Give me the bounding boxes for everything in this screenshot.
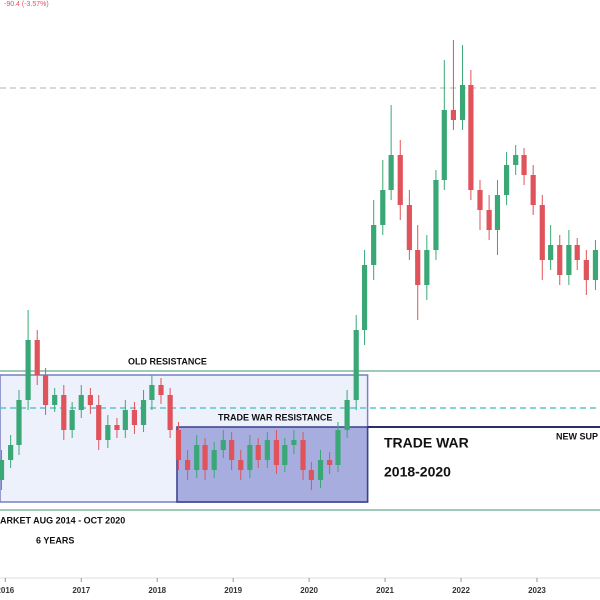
candle-body bbox=[450, 110, 457, 120]
annotation: 6 YEARS bbox=[36, 535, 74, 545]
x-tick-label: 2019 bbox=[224, 586, 242, 595]
candle-body bbox=[530, 175, 536, 205]
candle-body bbox=[25, 340, 31, 400]
candle-body bbox=[202, 445, 208, 470]
candle-body bbox=[361, 265, 368, 330]
candle-body bbox=[486, 210, 492, 230]
candle-body bbox=[52, 395, 58, 405]
candle-body bbox=[61, 395, 67, 430]
candle-body bbox=[238, 460, 244, 470]
candle-body bbox=[592, 250, 599, 280]
candle-body bbox=[229, 440, 235, 460]
candle-body bbox=[8, 445, 14, 460]
candle-body bbox=[175, 430, 182, 460]
header: -90.4 (-3.57%) bbox=[4, 1, 49, 8]
annotation: OLD RESISTANCE bbox=[128, 356, 207, 366]
candle-body bbox=[513, 155, 519, 165]
candle-body bbox=[211, 450, 217, 470]
candle-body bbox=[131, 410, 138, 425]
x-tick-label: 2021 bbox=[376, 586, 394, 595]
candle-body bbox=[539, 205, 545, 260]
candle-body bbox=[42, 375, 49, 405]
zones bbox=[0, 374, 369, 503]
candle-body bbox=[149, 385, 155, 400]
candle-body bbox=[503, 165, 510, 195]
annotation: 2018-2020 bbox=[384, 464, 451, 480]
candle-body bbox=[371, 225, 377, 265]
candle-body bbox=[557, 245, 563, 275]
candle-body bbox=[0, 460, 5, 480]
annotation: TRADE WAR RESISTANCE bbox=[218, 412, 332, 422]
candle-body bbox=[273, 440, 280, 465]
candle-body bbox=[78, 395, 84, 410]
candle-body bbox=[424, 250, 430, 285]
candle-body bbox=[459, 85, 466, 120]
candle-body bbox=[122, 410, 128, 430]
candle-body bbox=[494, 195, 501, 230]
candle-body bbox=[433, 180, 439, 250]
candle-body bbox=[317, 460, 324, 480]
candle-body bbox=[468, 85, 474, 190]
x-tick-label: 2018 bbox=[148, 586, 166, 595]
x-tick-label: 2020 bbox=[300, 586, 318, 595]
x-tick-label: 2023 bbox=[528, 586, 546, 595]
candle-body bbox=[140, 400, 147, 425]
levels bbox=[0, 87, 600, 511]
candle-body bbox=[220, 440, 226, 450]
x-tick-label: 2022 bbox=[452, 586, 470, 595]
candle-body bbox=[344, 400, 350, 430]
candle-body bbox=[406, 205, 412, 250]
x-tick-label: 2017 bbox=[72, 586, 90, 595]
annotation: ARKET AUG 2014 - OCT 2020 bbox=[0, 515, 125, 525]
x-tick-label: 2016 bbox=[0, 586, 15, 595]
candle-body bbox=[247, 445, 253, 470]
candle-body bbox=[521, 155, 527, 175]
candle-body bbox=[388, 155, 394, 190]
candle-body bbox=[16, 400, 22, 445]
candle-body bbox=[282, 445, 288, 465]
candle-body bbox=[69, 410, 75, 430]
candle-body bbox=[291, 440, 297, 445]
candle-body bbox=[548, 245, 554, 260]
annotation: NEW SUP bbox=[556, 431, 598, 441]
candle-body bbox=[194, 445, 200, 470]
candle-body bbox=[114, 425, 120, 430]
candle-body bbox=[308, 470, 314, 480]
candle-body bbox=[158, 385, 164, 395]
candle-body bbox=[264, 440, 270, 460]
annotation: TRADE WAR bbox=[384, 435, 469, 451]
candle-body bbox=[96, 405, 102, 440]
candle-body bbox=[566, 245, 572, 275]
candle-body bbox=[105, 425, 111, 440]
candle-body bbox=[441, 110, 447, 180]
candle-body bbox=[87, 395, 93, 405]
candle-body bbox=[335, 430, 341, 465]
candle-body bbox=[327, 460, 333, 465]
candle-body bbox=[184, 460, 191, 470]
candle-body bbox=[574, 245, 580, 260]
candles bbox=[0, 40, 599, 490]
candle-body bbox=[255, 445, 261, 460]
candle-body bbox=[353, 330, 359, 400]
candle-body bbox=[380, 190, 386, 225]
candle-body bbox=[300, 440, 306, 470]
candle-body bbox=[477, 190, 483, 210]
candle-body bbox=[583, 260, 589, 280]
candle-body bbox=[397, 155, 403, 205]
candle-body bbox=[415, 250, 421, 285]
candle-body bbox=[34, 340, 40, 375]
candle-body bbox=[167, 395, 173, 430]
